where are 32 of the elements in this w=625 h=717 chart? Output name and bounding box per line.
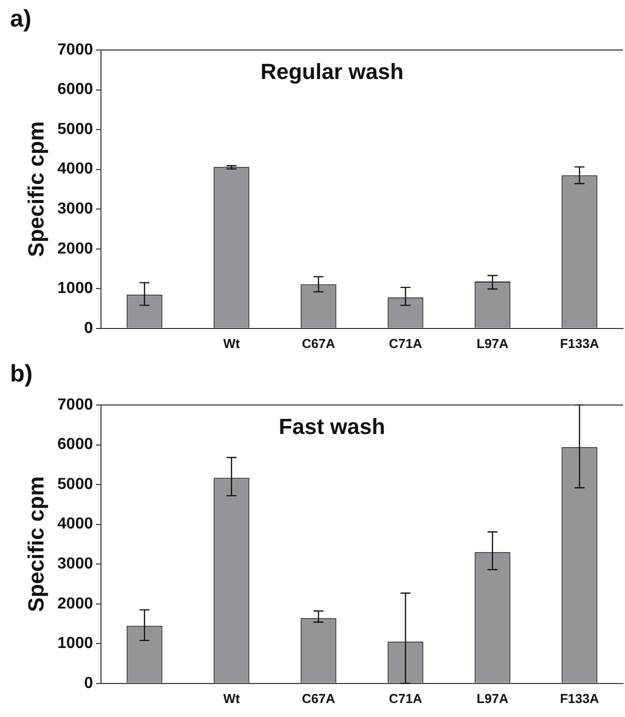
y-tick-label: 3000 xyxy=(57,200,94,218)
y-tick-label: 3000 xyxy=(57,555,94,572)
y-tick-label: 0 xyxy=(84,674,94,692)
x-tick-label: Wt xyxy=(223,336,240,351)
text: b) xyxy=(10,360,33,388)
x-tick-label: F133A xyxy=(560,690,600,706)
x-tick-label: C67A xyxy=(302,690,336,706)
y-tick-label: 4000 xyxy=(57,160,94,178)
y-tick-label: 5000 xyxy=(57,120,94,138)
x-tick-label: L97A xyxy=(476,690,509,706)
x-tick-label: L97A xyxy=(476,336,509,351)
y-tick-label: 0 xyxy=(84,320,94,337)
y-tick-label: 2000 xyxy=(57,595,94,612)
y-tick-label: 5000 xyxy=(57,476,94,493)
y-tick-label: 1000 xyxy=(57,280,94,298)
chart-title: Fast wash xyxy=(278,414,386,440)
x-tick-label: C67A xyxy=(302,336,336,351)
chart-title: Regular wash xyxy=(260,59,404,84)
y-tick-label: 1000 xyxy=(57,635,94,652)
x-tick-label: F133A xyxy=(560,336,600,351)
y-axis-title: Specific cpm xyxy=(23,476,48,612)
x-tick-label: C71A xyxy=(388,336,423,351)
y-axis-title: Specific cpm xyxy=(23,121,48,258)
y-tick-label: 2000 xyxy=(57,240,94,258)
y-tick-label: 7000 xyxy=(57,396,94,414)
y-tick-label: 6000 xyxy=(57,436,94,454)
y-tick-label: 7000 xyxy=(57,41,94,58)
text: a) xyxy=(10,6,32,33)
y-tick-label: 4000 xyxy=(57,516,94,533)
y-tick-label: 6000 xyxy=(57,81,94,98)
x-tick-label: C71A xyxy=(388,690,423,706)
x-tick-label: Wt xyxy=(223,690,240,706)
